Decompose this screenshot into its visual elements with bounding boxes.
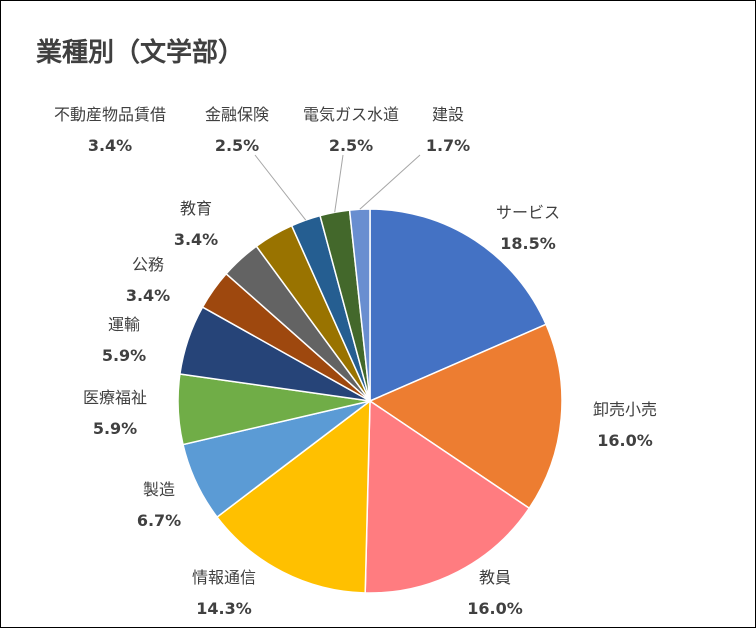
slice-label: 教育 [180, 199, 212, 218]
slice-label: 卸売小売 [593, 400, 657, 419]
slice-label: 金融保険 [205, 105, 269, 124]
slice-value-label: 14.3% [196, 599, 252, 618]
pie-slice [364, 399, 531, 594]
slice-value-label: 2.5% [329, 136, 373, 155]
slice-value-label: 16.0% [467, 599, 523, 618]
pie-slice [368, 323, 563, 510]
slice-label: 不動産物品賃借 [54, 105, 166, 124]
slice-label: 医療福祉 [83, 388, 147, 407]
data-labels: サービス 18.5% 卸売小売 16.0% 教員 16.0% 情報通信 14.3% 製造 6.7%… [54, 105, 657, 618]
slice-value-label: 1.7% [426, 136, 470, 155]
slice-label: 製造 [143, 480, 175, 499]
slice-value-label: 2.5% [215, 136, 259, 155]
slice-value-label: 5.9% [93, 419, 137, 438]
slice-label: 情報通信 [192, 568, 256, 587]
slice-value-label: 16.0% [597, 431, 653, 450]
leader-lines [254, 154, 421, 221]
pie-slice [348, 208, 371, 402]
chart-title: 業種別（文学部） [36, 37, 244, 68]
leader-line [359, 154, 421, 210]
pie-slice [369, 208, 548, 403]
pie-slice [215, 399, 371, 594]
slice-value-label: 3.4% [88, 136, 132, 155]
slice-label: 運輸 [108, 315, 140, 334]
leader-line [254, 154, 307, 221]
slice-value-label: 3.4% [126, 286, 170, 305]
slice-label: 教員 [479, 568, 511, 587]
slice-label: 建設 [432, 105, 464, 124]
pie-slices [177, 208, 563, 594]
slice-label: 電気ガス水道 [303, 105, 399, 124]
slice-value-label: 3.4% [174, 230, 218, 249]
slice-value-label: 5.9% [102, 346, 146, 365]
slice-value-label: 6.7% [137, 511, 181, 530]
slice-value-label: 18.5% [500, 234, 556, 253]
leader-line [334, 154, 344, 213]
slice-label: 公務 [132, 255, 164, 274]
slice-label: サービス [496, 203, 560, 222]
